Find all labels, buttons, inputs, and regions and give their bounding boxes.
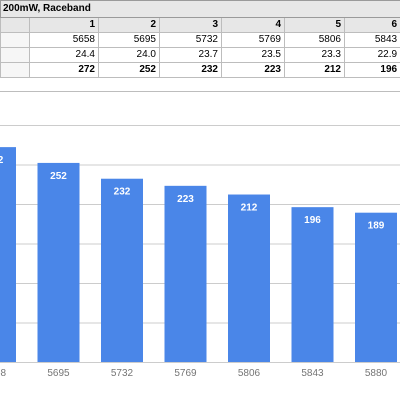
channel-row: 1 2 3 4 5 6 — [0, 17, 400, 33]
row-label-cell[interactable] — [0, 17, 30, 33]
data-label-5658: 272 — [0, 155, 4, 166]
data-label-5732: 232 — [114, 187, 131, 198]
x-tick-5843: 5843 — [301, 368, 324, 379]
channel-cell-1[interactable]: 1 — [29, 17, 99, 33]
data-label-5843: 196 — [304, 215, 321, 226]
table-chart-divider — [0, 91, 400, 92]
frequency-row: 5658 5695 5732 5769 5806 5843 — [0, 32, 400, 48]
bars — [0, 147, 397, 362]
x-tick-5880: 5880 — [365, 368, 388, 379]
x-tick-5732: 5732 — [111, 368, 134, 379]
data-labels: 272 252 232 223 212 196 189 — [0, 155, 385, 232]
bar-5769 — [164, 185, 207, 362]
data-label-5695: 252 — [50, 171, 67, 182]
table-title[interactable]: 200mW, Raceband — [0, 0, 400, 18]
level-row: 24.4 24.0 23.7 23.5 23.3 22.9 — [0, 47, 400, 63]
bar-5806 — [228, 194, 270, 362]
channel-cell-2[interactable]: 2 — [98, 17, 160, 33]
bar-5695 — [37, 162, 80, 362]
bar-5843 — [291, 207, 334, 362]
x-tick-labels: 5658 5695 5732 5769 5806 5843 5880 — [0, 368, 388, 379]
x-tick-5769: 5769 — [174, 368, 197, 379]
reading-row: 272 252 232 223 212 196 — [0, 62, 400, 78]
data-label-5880: 189 — [368, 221, 385, 232]
x-tick-5695: 5695 — [47, 368, 70, 379]
channel-cell-6[interactable]: 6 — [343, 17, 400, 33]
reading-cell-1[interactable]: 272 — [29, 62, 99, 78]
x-tick-5806: 5806 — [238, 368, 261, 379]
table-title-row: 200mW, Raceband — [0, 0, 400, 18]
reading-cell-3[interactable]: 232 — [159, 62, 222, 78]
row-label-cell[interactable] — [0, 62, 30, 78]
channel-cell-4[interactable]: 4 — [221, 17, 285, 33]
data-label-5806: 212 — [241, 203, 258, 214]
bar-5880 — [355, 212, 397, 362]
data-label-5769: 223 — [177, 194, 194, 205]
data-table: 200mW, Raceband 1 2 3 4 5 6 5658 5695 57… — [0, 0, 400, 78]
bar-5732 — [101, 178, 143, 362]
x-tick-5658: 5658 — [0, 368, 7, 379]
row-label-cell[interactable] — [0, 47, 30, 63]
bar-5658 — [0, 147, 16, 362]
